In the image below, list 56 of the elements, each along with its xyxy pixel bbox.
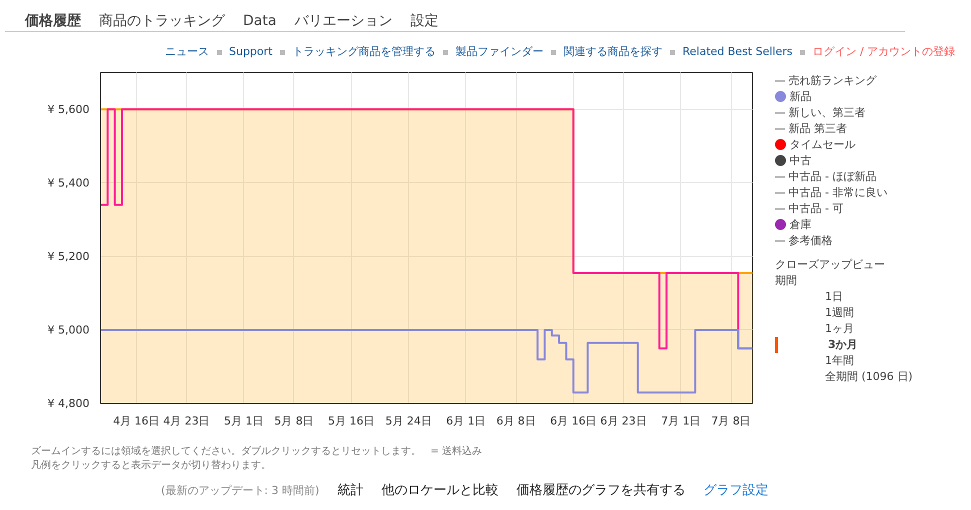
text: 関連する商品を探す — [563, 45, 662, 58]
x-tick-label: 5月 24日 — [385, 414, 432, 428]
text: バリエーション — [294, 13, 392, 29]
x-tick-label: 4月 23日 — [163, 414, 210, 428]
text: 倉庫 — [788, 217, 812, 233]
text: 中古 — [788, 153, 812, 169]
text: 設定 — [410, 13, 438, 29]
text: = 送料込み — [430, 446, 482, 457]
x-tick-label: 7月 8日 — [711, 414, 751, 428]
legend-label: 新品 — [788, 89, 812, 105]
text: クローズアップビュー — [775, 257, 886, 273]
text: 参考価格 — [787, 233, 834, 249]
text: 1年間 — [824, 353, 855, 369]
text: グラフ設定 — [703, 482, 768, 498]
text: Support — [229, 45, 272, 58]
text: 新しい、第三者 — [787, 105, 866, 121]
text: タイムセール — [788, 137, 856, 153]
x-tick-label: 6月 8日 — [496, 414, 536, 428]
text: ログイン / アカウントの登録 — [812, 45, 956, 58]
text: 売れ筋ランキング — [787, 73, 878, 89]
text: Related Best Sellers — [682, 45, 792, 58]
text: 価格履歴のグラフを共有する — [516, 482, 686, 498]
text: 製品ファインダー — [455, 45, 544, 58]
text: 価格履歴 — [25, 13, 81, 29]
text: 他のロケールと比較 — [381, 482, 498, 498]
text: 商品のトラッキング — [99, 13, 225, 29]
x-tick-label: 5月 16日 — [328, 414, 375, 428]
text: ニュース — [165, 45, 209, 58]
text: 凡例をクリックすると表示データが切り替わります。 — [31, 460, 271, 472]
x-tick-label: 6月 16日 — [550, 414, 597, 428]
x-tick-label: 7月 1日 — [661, 414, 701, 428]
text: 全期間 (1096 日) — [824, 369, 913, 385]
y-tick-label: ¥ 5,000 — [48, 323, 90, 336]
text: 1ヶ月 — [824, 321, 855, 337]
text: 新品 第三者 — [787, 121, 848, 137]
y-tick-label: ¥ 5,200 — [48, 250, 90, 263]
y-tick-label: ¥ 4,800 — [48, 397, 90, 410]
y-tick-label: ¥ 5,400 — [48, 176, 90, 190]
text: 期間 — [775, 273, 798, 289]
x-tick-label: 6月 1日 — [446, 414, 486, 428]
text: Data — [243, 13, 276, 29]
text: 中古品 - ほぼ新品 — [787, 169, 878, 185]
text: ズームインするには領域を選択してください。ダブルクリックするとリセットします。 — [31, 446, 421, 457]
x-tick-label: 5月 8日 — [274, 414, 314, 428]
text: トラッキング商品を管理する — [292, 45, 436, 58]
text: 1週間 — [824, 305, 855, 321]
text: (最新のアップデート: 3 時間前) — [161, 484, 320, 497]
x-tick-label: 4月 16日 — [113, 414, 160, 428]
x-tick-label: 5月 1日 — [224, 414, 264, 428]
text: 1日 — [824, 289, 844, 305]
y-tick-label: ¥ 5,600 — [48, 102, 90, 116]
text: 中古品 - 可 — [787, 201, 844, 217]
text: 中古品 - 非常に良い — [787, 185, 888, 201]
text: 3か月 — [775, 337, 913, 353]
text: 統計 — [337, 482, 364, 498]
x-tick-label: 6月 23日 — [600, 414, 647, 428]
